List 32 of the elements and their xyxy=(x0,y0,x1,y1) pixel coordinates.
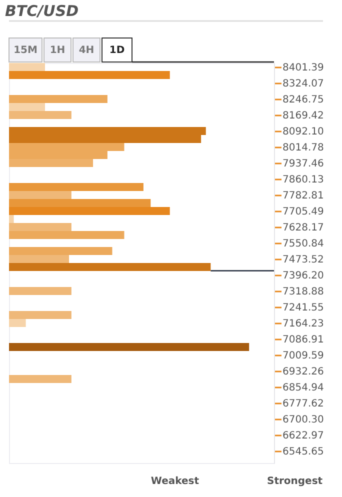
y-tick-label: 7318.88 xyxy=(282,286,324,298)
y-tick-label: 6622.97 xyxy=(282,430,324,442)
y-tick-label: 8169.42 xyxy=(282,110,324,122)
y-tick-label: 7241.55 xyxy=(282,302,324,314)
y-tick-label: 8401.39 xyxy=(282,62,324,74)
y-tick-label: 8014.78 xyxy=(282,142,324,154)
text: 4H xyxy=(78,45,94,56)
y-tick-label: 6777.62 xyxy=(282,398,324,410)
y-tick-label: 6854.94 xyxy=(282,382,324,394)
y-tick-label: 7550.84 xyxy=(282,238,324,250)
y-tick-label: 6700.30 xyxy=(282,414,324,426)
y-tick-label: 6932.26 xyxy=(282,366,324,378)
chart-title: BTC/USD xyxy=(5,2,79,20)
y-tick-label: 7782.81 xyxy=(282,190,324,202)
text: Strongest xyxy=(267,476,323,487)
text: 1H xyxy=(50,45,66,56)
y-tick-label: 7937.46 xyxy=(282,158,324,170)
y-tick-label: 6545.65 xyxy=(282,446,324,458)
y-tick-label: 7086.91 xyxy=(282,334,324,346)
text: 15M xyxy=(14,45,38,56)
y-tick-label: 8092.10 xyxy=(282,126,324,138)
y-tick-label: 7473.52 xyxy=(282,254,324,266)
y-tick-label: 7164.23 xyxy=(282,318,324,330)
y-tick-label: 8324.07 xyxy=(282,78,324,90)
y-tick-label: 8246.75 xyxy=(282,94,324,106)
text: 1D xyxy=(109,45,125,56)
y-tick-label: 7009.59 xyxy=(282,350,324,362)
y-tick-label: 7860.13 xyxy=(282,174,324,186)
y-tick-label: 7705.49 xyxy=(282,206,324,218)
y-tick-label: 7628.17 xyxy=(282,222,324,234)
y-tick-label: 7396.20 xyxy=(282,270,324,282)
text: Weakest xyxy=(150,476,200,487)
